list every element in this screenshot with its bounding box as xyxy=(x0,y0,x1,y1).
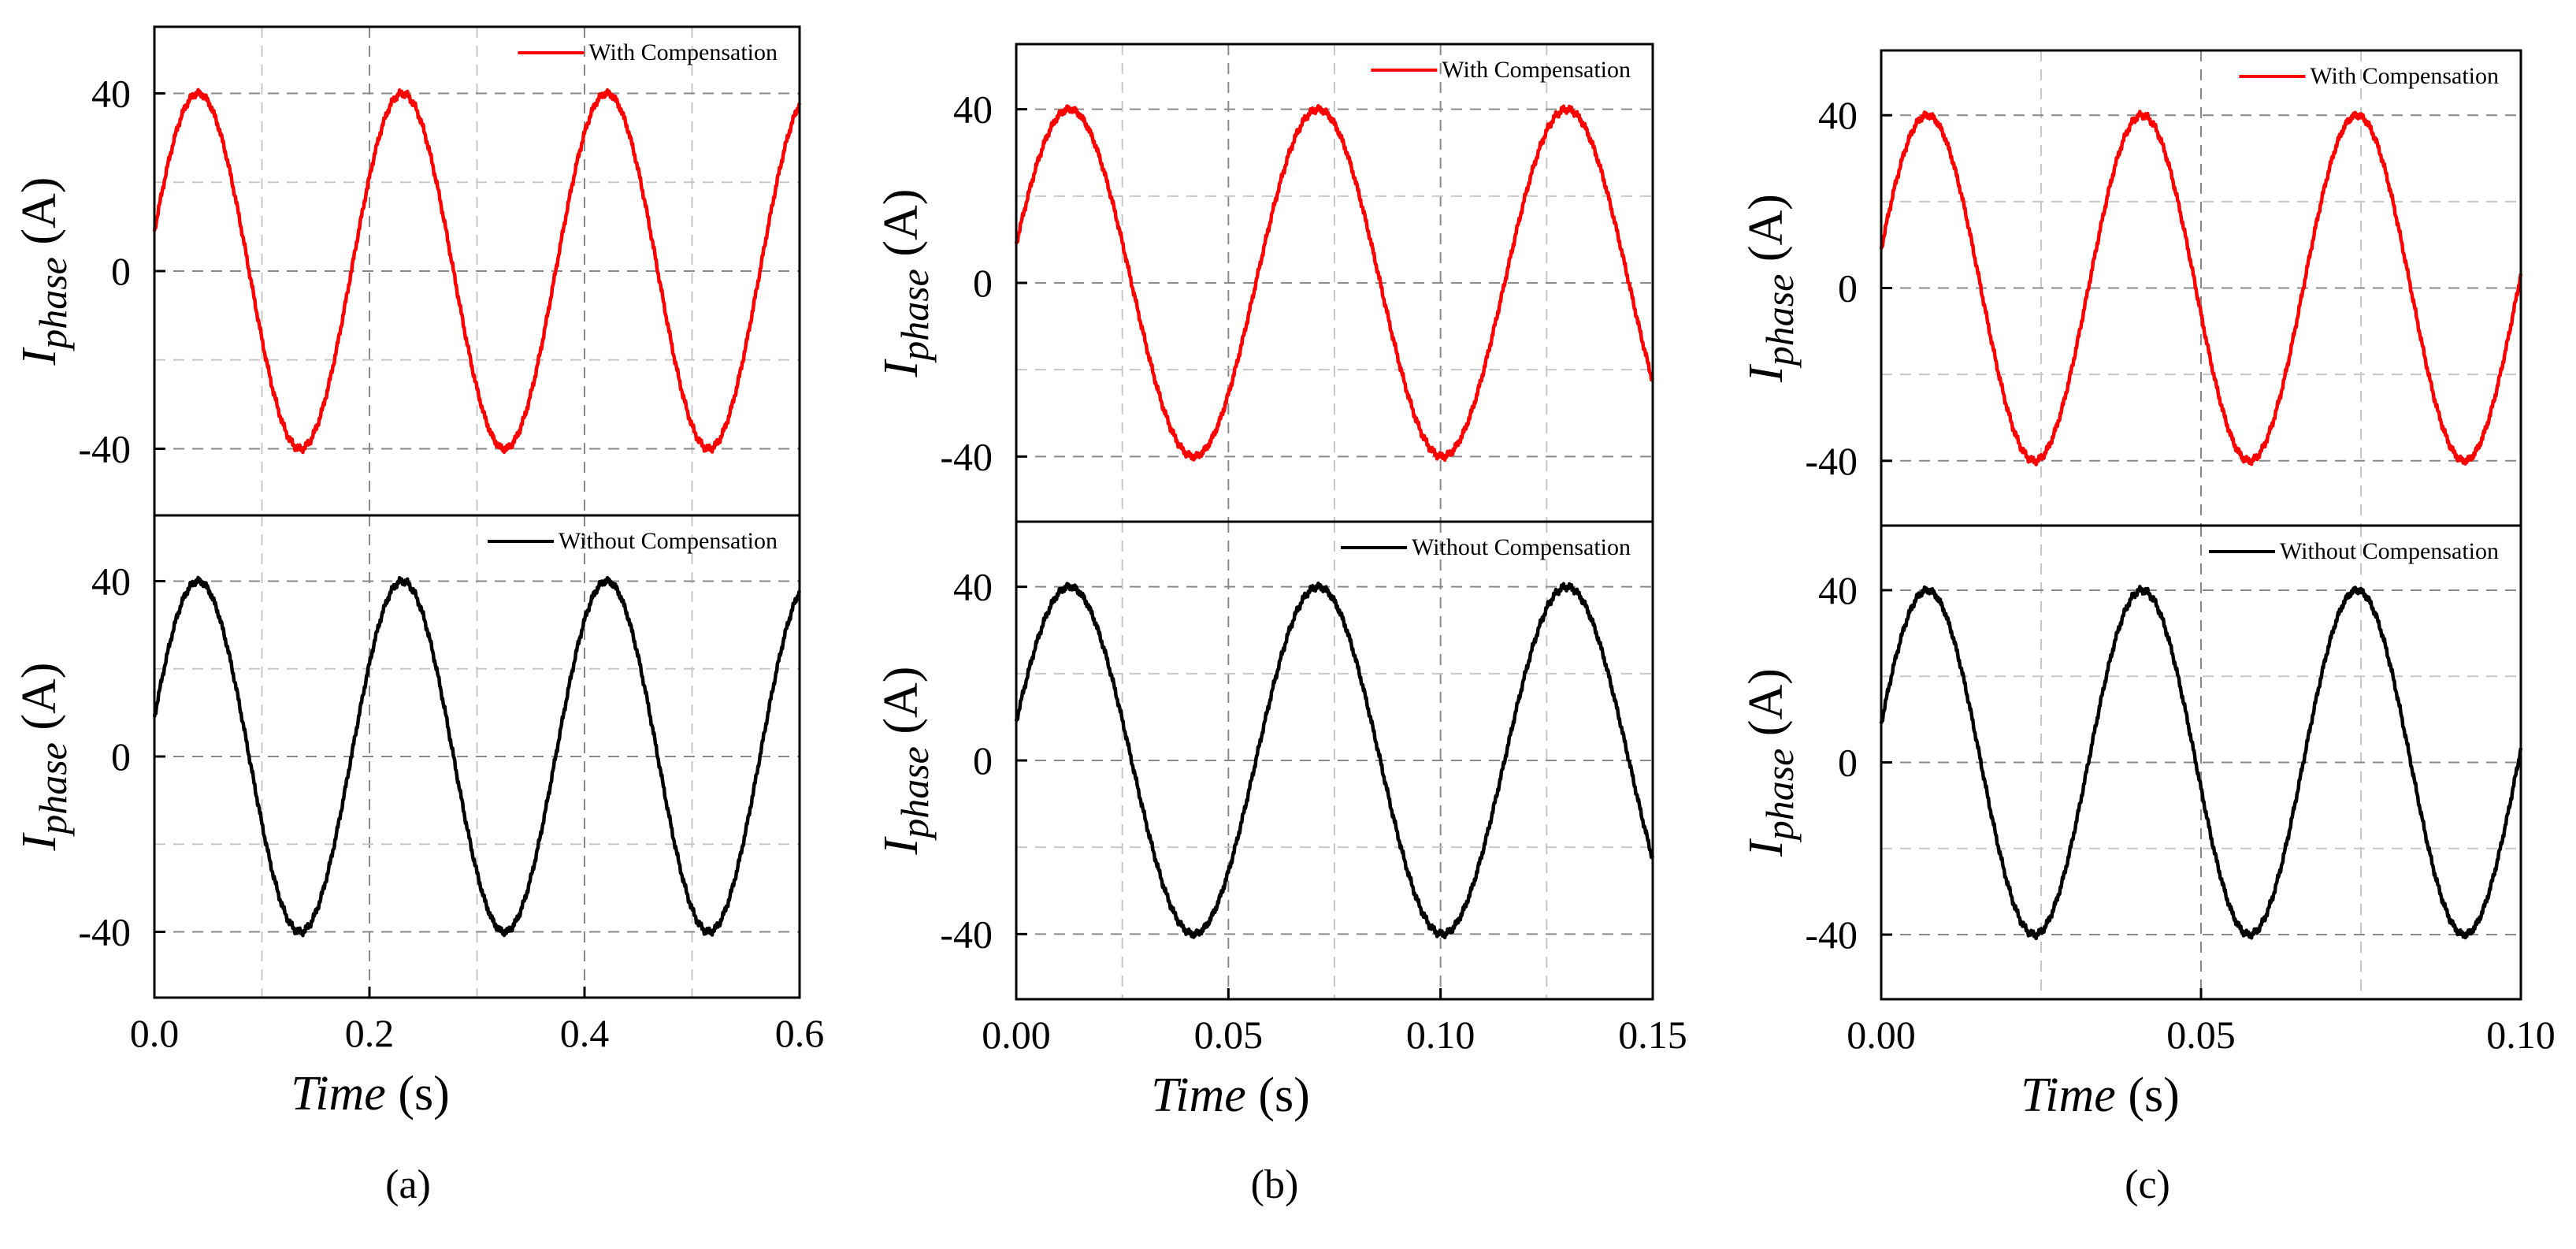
series-line-without-compensation xyxy=(152,575,802,938)
y-axis-unit: (A) xyxy=(13,663,66,743)
legend-label: With Compensation xyxy=(588,39,778,65)
x-tick-label: 0.2 xyxy=(345,1011,395,1055)
y-tick-label: 40 xyxy=(953,565,993,609)
subplot-with-compensation: 40 0 -40 Iphase (A) With Compensation xyxy=(1739,49,2523,527)
y-tick-label: -40 xyxy=(940,912,993,956)
x-tick-label: 0.05 xyxy=(2166,1013,2236,1057)
y-axis-title: Iphase (A) xyxy=(13,663,75,852)
y-axis-symbol: I xyxy=(874,358,928,377)
grid xyxy=(154,27,800,515)
grid xyxy=(154,515,800,998)
series-line-without-compensation xyxy=(1879,585,2523,941)
x-axis-title: Time (s) xyxy=(291,1067,450,1121)
y-tick-label: -40 xyxy=(940,434,993,478)
x-axis-unit: (s) xyxy=(386,1067,450,1121)
y-tick-label: 0 xyxy=(973,261,993,305)
y-tick-label: 0 xyxy=(1838,266,1858,310)
legend-label: With Compensation xyxy=(2310,63,2499,89)
y-axis-subscript: phase xyxy=(31,257,75,351)
y-axis-subscript: phase xyxy=(1758,749,1802,843)
chart-panel-c: 40 0 -40 Iphase (A) With Compensation 40 0 -40 I… xyxy=(1739,49,2556,1207)
subplot-with-compensation: 40 0 -40 Iphase (A) With Compensation xyxy=(874,43,1655,523)
chart-panel-a: 40 0 -40 Iphase (A) With Compensation 40 0 -40 I… xyxy=(13,25,825,1207)
x-axis-name: Time xyxy=(2021,1069,2116,1122)
x-axis-unit: (s) xyxy=(2116,1069,2180,1122)
x-axis-title: Time (s) xyxy=(2021,1069,2180,1122)
y-axis-symbol: I xyxy=(13,346,66,366)
subplot-without-compensation: 40 0 -40 Iphase (A) Without Compensation xyxy=(13,514,802,999)
y-axis-title: Iphase (A) xyxy=(1739,668,1802,857)
y-tick-label: -40 xyxy=(1805,439,1858,483)
y-tick-label: 40 xyxy=(91,72,131,116)
y-axis-unit: (A) xyxy=(874,189,928,270)
panel-label: (b) xyxy=(1251,1162,1299,1207)
chart-panel-b: 40 0 -40 Iphase (A) With Compensation 40 0 -40 I… xyxy=(874,43,1687,1207)
series-line-with-compensation xyxy=(152,87,802,455)
y-axis-unit: (A) xyxy=(1739,668,1793,749)
panel-label: (c) xyxy=(2125,1162,2170,1207)
x-axis-name: Time xyxy=(1151,1069,1246,1122)
x-tick-label: 0.00 xyxy=(1847,1013,1916,1057)
grid xyxy=(1881,50,2521,526)
x-tick-label: 0.15 xyxy=(1618,1013,1687,1057)
x-tick-label: 0.6 xyxy=(775,1011,825,1055)
y-axis-subscript: phase xyxy=(893,269,937,363)
subplot-without-compensation: 40 0 -40 Iphase (A) Without Compensation xyxy=(1739,524,2523,1001)
x-axis-name: Time xyxy=(291,1067,386,1121)
x-tick-label: 0.0 xyxy=(130,1011,180,1055)
series-line-with-compensation xyxy=(1014,103,1655,463)
y-axis-title: Iphase (A) xyxy=(13,177,75,366)
y-axis-unit: (A) xyxy=(1739,194,1793,274)
y-tick-label: -40 xyxy=(1805,913,1858,957)
subplot-with-compensation: 40 0 -40 Iphase (A) With Compensation xyxy=(13,25,802,517)
y-tick-label: 0 xyxy=(111,734,131,779)
y-axis-symbol: I xyxy=(874,835,928,855)
x-tick-label: 0.00 xyxy=(982,1013,1051,1057)
y-tick-label: 40 xyxy=(1818,568,1858,612)
y-axis-unit: (A) xyxy=(874,667,928,747)
legend-label: With Compensation xyxy=(1442,57,1631,83)
y-tick-label: 40 xyxy=(953,87,993,132)
legend-label: Without Compensation xyxy=(559,528,778,554)
x-tick-label: 0.10 xyxy=(2486,1013,2556,1057)
y-tick-label: 40 xyxy=(1818,93,1858,137)
y-axis-unit: (A) xyxy=(13,177,66,258)
legend-label: Without Compensation xyxy=(2280,538,2499,564)
x-axis-unit: (s) xyxy=(1246,1069,1310,1122)
y-tick-label: 0 xyxy=(1838,741,1858,785)
legend-label: Without Compensation xyxy=(1412,534,1631,560)
subplot-without-compensation: 40 0 -40 Iphase (A) Without Compensation xyxy=(874,520,1655,1001)
x-tick-label: 0.4 xyxy=(560,1011,610,1055)
y-axis-subscript: phase xyxy=(1758,274,1802,369)
grid xyxy=(1881,526,2521,999)
y-axis-subscript: phase xyxy=(31,742,75,837)
y-axis-symbol: I xyxy=(13,831,66,851)
y-axis-title: Iphase (A) xyxy=(874,189,937,378)
y-tick-label: 0 xyxy=(111,249,131,293)
series-line-without-compensation xyxy=(1014,581,1655,940)
x-axis-title: Time (s) xyxy=(1151,1069,1310,1122)
y-tick-label: -40 xyxy=(78,426,131,470)
y-axis-subscript: phase xyxy=(893,746,937,841)
y-tick-label: 0 xyxy=(973,738,993,782)
y-axis-symbol: I xyxy=(1739,363,1793,383)
panel-label: (a) xyxy=(385,1162,431,1207)
x-tick-label: 0.10 xyxy=(1406,1013,1475,1057)
x-tick-label: 0.05 xyxy=(1194,1013,1264,1057)
y-axis-symbol: I xyxy=(1739,838,1793,857)
y-tick-label: 40 xyxy=(91,559,131,603)
y-axis-title: Iphase (A) xyxy=(874,667,937,856)
y-tick-label: -40 xyxy=(78,910,131,954)
grid xyxy=(1016,44,1653,522)
series-line-with-compensation xyxy=(1879,110,2523,467)
y-axis-title: Iphase (A) xyxy=(1739,194,1802,383)
